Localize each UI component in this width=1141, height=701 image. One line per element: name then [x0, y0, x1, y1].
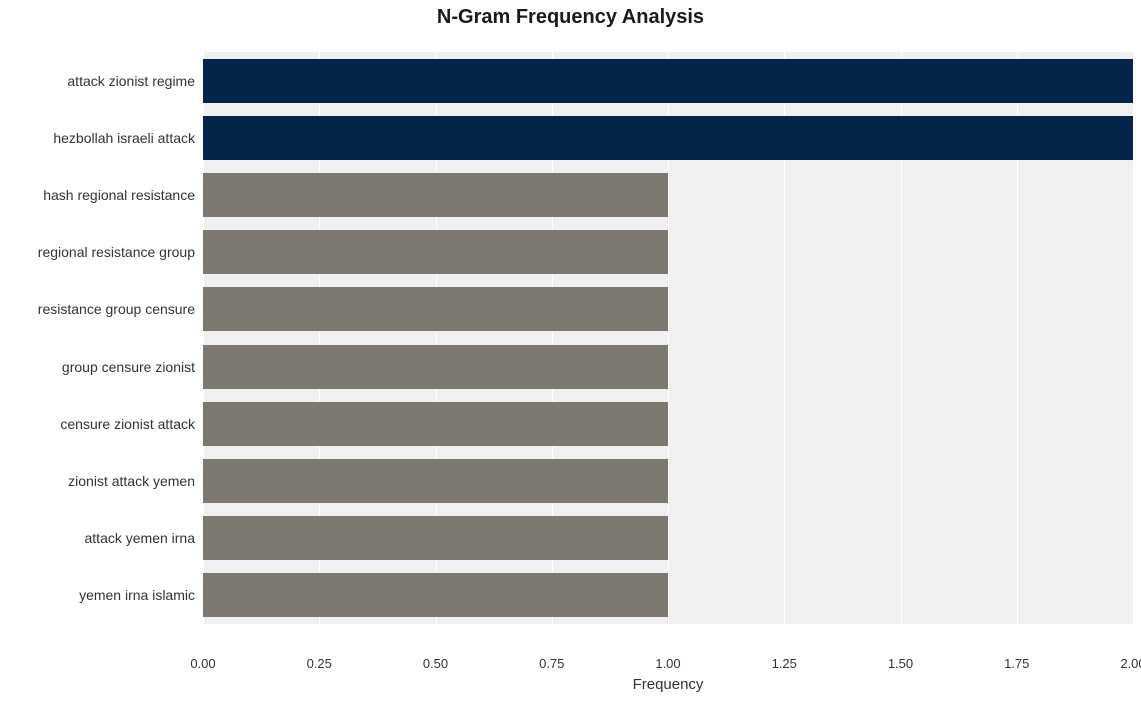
gridline: [1133, 38, 1134, 638]
x-tick-label: 0.50: [423, 656, 448, 671]
y-tick-label: censure zionist attack: [0, 416, 195, 432]
x-tick-label: 0.75: [539, 656, 564, 671]
x-axis-label: Frequency: [203, 676, 1133, 693]
y-tick-label: hezbollah israeli attack: [0, 130, 195, 146]
y-tick-label: hash regional resistance: [0, 187, 195, 203]
plot-area: [203, 38, 1133, 638]
bar: [203, 345, 668, 389]
bar: [203, 116, 1133, 160]
bar: [203, 173, 668, 217]
x-tick-label: 0.00: [190, 656, 215, 671]
y-tick-label: regional resistance group: [0, 244, 195, 260]
y-tick-label: group censure zionist: [0, 359, 195, 375]
bar: [203, 402, 668, 446]
bar: [203, 59, 1133, 103]
x-tick-label: 2.00: [1120, 656, 1141, 671]
y-tick-label: attack zionist regime: [0, 73, 195, 89]
x-tick-label: 1.00: [655, 656, 680, 671]
bar: [203, 516, 668, 560]
bar: [203, 459, 668, 503]
x-tick-label: 1.75: [1004, 656, 1029, 671]
bar: [203, 230, 668, 274]
y-tick-label: yemen irna islamic: [0, 587, 195, 603]
x-tick-label: 1.50: [888, 656, 913, 671]
bar: [203, 287, 668, 331]
y-tick-label: zionist attack yemen: [0, 473, 195, 489]
chart-container: N-Gram Frequency Analysis Frequency atta…: [0, 0, 1141, 701]
x-tick-label: 1.25: [772, 656, 797, 671]
x-tick-label: 0.25: [307, 656, 332, 671]
y-tick-label: resistance group censure: [0, 301, 195, 317]
bar: [203, 573, 668, 617]
chart-title: N-Gram Frequency Analysis: [0, 6, 1141, 29]
y-tick-label: attack yemen irna: [0, 530, 195, 546]
